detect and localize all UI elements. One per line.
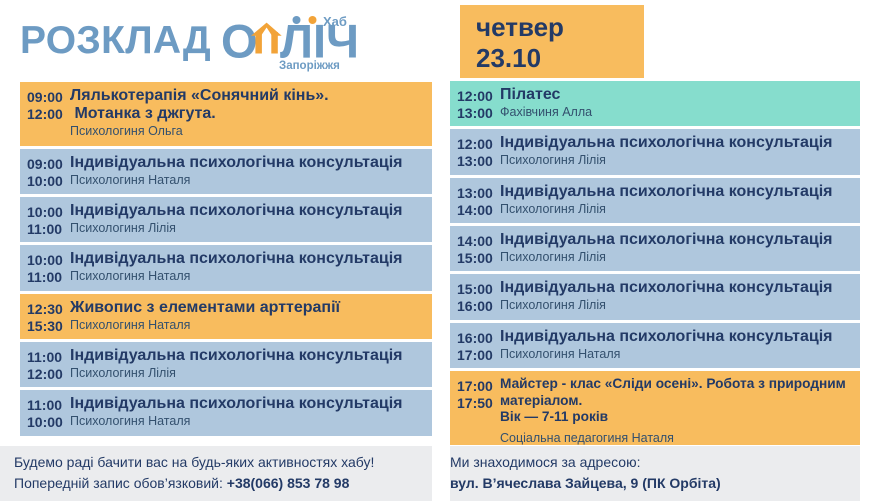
svg-text:О: О [221,15,258,68]
svg-text:Запоріжжя: Запоріжжя [279,60,340,72]
svg-text:Хаб: Хаб [323,14,347,29]
